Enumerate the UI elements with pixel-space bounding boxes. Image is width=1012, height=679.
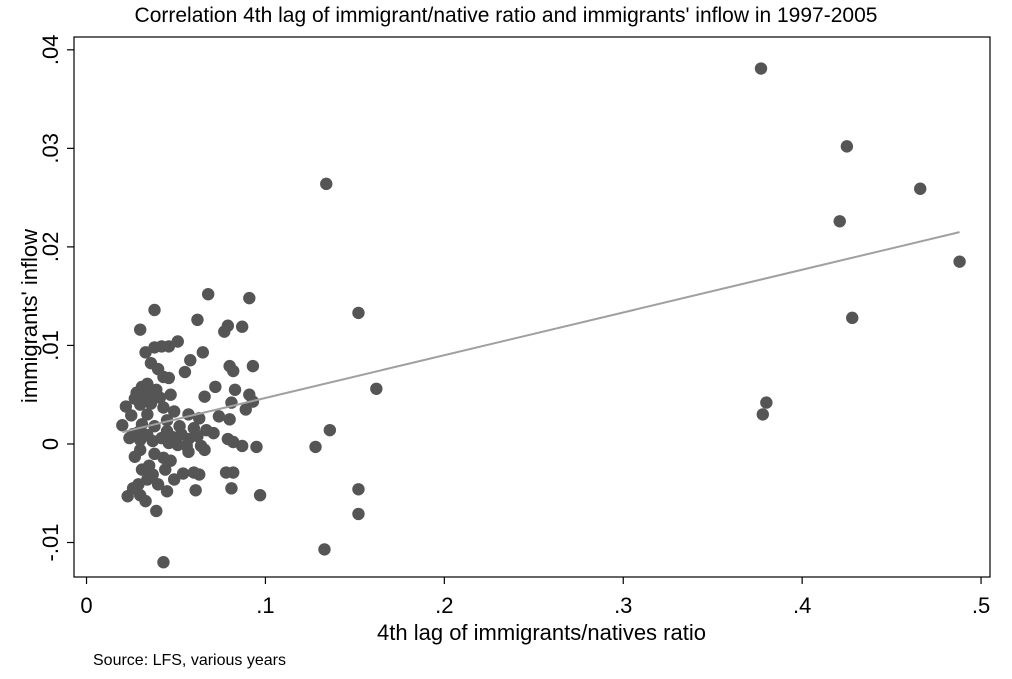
y-tick-label: .01 [38, 330, 63, 361]
data-point [133, 433, 147, 447]
plot-frame [73, 36, 991, 578]
data-point [235, 320, 249, 333]
data-point [157, 556, 170, 569]
x-tick-label: 0 [80, 593, 92, 618]
data-point [352, 483, 365, 496]
data-point [352, 507, 365, 521]
data-point [352, 306, 365, 320]
data-point [130, 481, 143, 494]
data-point [227, 364, 240, 378]
data-point [151, 478, 165, 491]
data-point [157, 401, 170, 414]
data-point [246, 359, 260, 373]
data-point [139, 494, 152, 508]
data-point [178, 365, 192, 379]
y-axis-label: immigrants' inflow [17, 228, 42, 404]
data-point [160, 485, 174, 498]
data-point [218, 325, 231, 338]
data-point [141, 377, 154, 391]
y-tick-label: .03 [38, 133, 63, 164]
x-tick-label: .1 [256, 593, 274, 618]
x-tick-label: .3 [614, 593, 632, 618]
chart-title: Correlation 4th lag of immigrant/native … [134, 4, 878, 27]
data-point [133, 323, 147, 336]
data-point [133, 398, 147, 411]
y-tick-label: .04 [38, 35, 63, 66]
data-point [754, 62, 768, 75]
x-tick-label: .5 [972, 593, 990, 618]
data-point [160, 414, 174, 427]
y-tick-label: 0 [38, 438, 63, 450]
data-point [123, 431, 136, 445]
data-point [142, 459, 156, 472]
fit-line [122, 231, 960, 434]
data-point [201, 287, 215, 301]
data-point [840, 140, 854, 153]
data-point [953, 255, 966, 268]
x-axis-label: 4th lag of immigrants/natives ratio [377, 620, 706, 645]
data-point [239, 403, 252, 416]
data-point [162, 340, 176, 353]
data-point [323, 423, 337, 437]
data-point [125, 409, 138, 422]
data-point [846, 311, 859, 325]
data-point [121, 489, 134, 503]
data-point [150, 504, 163, 518]
data-point [189, 484, 202, 497]
data-point [191, 429, 204, 443]
data-point [756, 408, 769, 421]
data-point [253, 489, 267, 502]
data-point [171, 438, 184, 452]
data-point [914, 182, 927, 195]
x-tick-label: .4 [793, 593, 811, 618]
data-point [167, 405, 181, 418]
data-point [370, 382, 383, 395]
data-point [164, 388, 177, 401]
data-point [153, 391, 167, 404]
data-point [228, 383, 242, 396]
data-point [144, 397, 158, 410]
data-point [196, 346, 210, 359]
data-point [198, 443, 211, 457]
data-point [243, 291, 256, 305]
data-point [225, 482, 238, 495]
data-point [128, 450, 142, 463]
data-point [833, 215, 846, 228]
data-point [116, 419, 129, 432]
y-tick-label: .02 [38, 232, 63, 263]
data-point [180, 439, 193, 453]
data-point [139, 346, 152, 359]
data-point [227, 466, 240, 479]
data-point [176, 467, 190, 480]
data-point [159, 463, 172, 476]
data-point [207, 426, 220, 440]
data-point [198, 390, 211, 403]
data-point [223, 413, 236, 426]
data-point [148, 303, 161, 317]
data-point [235, 439, 249, 453]
data-point [184, 354, 197, 367]
data-point [760, 396, 773, 409]
data-point [212, 410, 226, 423]
data-point [141, 408, 154, 421]
data-point [167, 473, 181, 486]
data-point [320, 177, 333, 191]
data-point [193, 468, 206, 481]
x-tick-label: .2 [435, 593, 453, 618]
source-note: Source: LFS, various years [93, 652, 286, 669]
data-point [191, 313, 204, 327]
data-point [250, 440, 263, 454]
data-point [318, 543, 331, 556]
data-point [209, 380, 222, 394]
data-point [309, 440, 322, 454]
y-tick-label: -.01 [38, 524, 63, 562]
data-point [162, 371, 176, 385]
